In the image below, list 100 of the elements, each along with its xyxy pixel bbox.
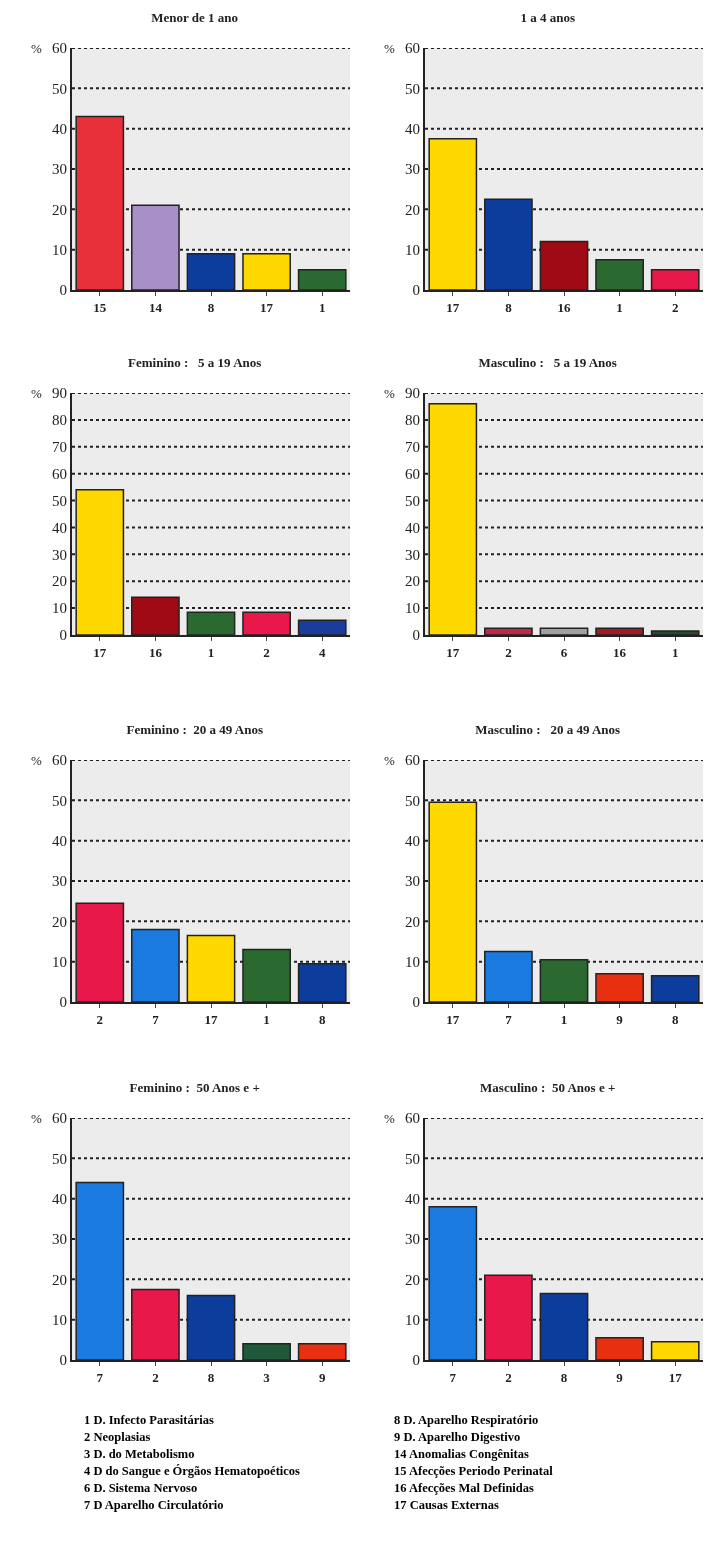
- y-tick-label: 0: [59, 1352, 67, 1369]
- x-tick-label: 8: [207, 299, 215, 315]
- x-tick-label: 17: [668, 1369, 683, 1385]
- y-tick-label: 0: [412, 282, 420, 299]
- y-tick-label: 40: [52, 120, 67, 137]
- x-tick-label: 1: [616, 299, 623, 315]
- x-tick-label: 8: [671, 1011, 679, 1027]
- chart-title: Feminino : 5 a 19 Anos: [128, 355, 262, 371]
- x-tick-label: 6: [560, 644, 568, 660]
- x-tick-label: 2: [505, 644, 512, 660]
- y-tick-label: 20: [405, 201, 420, 218]
- y-tick-label: 20: [52, 913, 67, 930]
- y-tick-label: 60: [52, 1110, 67, 1127]
- chart-title: Masculino : 50 Anos e +: [480, 1080, 616, 1096]
- y-tick-label: 50: [405, 80, 420, 97]
- y-axis-title: %: [31, 386, 42, 401]
- y-tick-label: 30: [52, 1231, 67, 1248]
- y-tick-label: 30: [52, 873, 67, 890]
- y-axis-title: %: [31, 753, 42, 768]
- y-tick-label: 60: [52, 752, 67, 769]
- y-tick-label: 30: [52, 546, 67, 563]
- x-tick-label: 9: [318, 1369, 326, 1385]
- y-tick-label: 40: [405, 120, 420, 137]
- text: 6 D. Sistema Nervoso: [84, 1480, 199, 1497]
- y-tick-label: 50: [52, 80, 67, 97]
- y-tick-label: 60: [52, 40, 67, 57]
- x-tick-label: 8: [505, 299, 513, 315]
- y-tick-label: 70: [52, 439, 67, 456]
- y-tick-label: 0: [59, 994, 67, 1011]
- y-tick-label: 0: [412, 627, 420, 644]
- y-tick-label: 10: [405, 1311, 420, 1328]
- y-tick-label: 90: [52, 385, 67, 402]
- x-tick-label: 2: [152, 1369, 159, 1385]
- x-tick-label: 17: [446, 1011, 460, 1027]
- y-tick-label: 40: [52, 832, 67, 849]
- text: 3 D. do Metabolismo: [84, 1446, 196, 1463]
- text: 4 D do Sangue e Órgãos Hematopoéticos: [84, 1463, 301, 1480]
- x-tick-label: 1: [560, 1011, 568, 1027]
- text: 9 D. Aparelho Digestivo: [394, 1429, 522, 1446]
- chart-title: Masculino : 5 a 19 Anos: [478, 355, 617, 371]
- x-tick-label: 8: [560, 1369, 568, 1385]
- x-tick-label: 4: [318, 644, 326, 660]
- y-tick-label: 40: [52, 1190, 67, 1207]
- y-tick-label: 60: [405, 465, 420, 482]
- x-tick-label: 16: [557, 299, 571, 315]
- text: 1 D. Infecto Parasitárias: [84, 1412, 215, 1429]
- y-tick-label: 10: [405, 953, 420, 970]
- y-tick-label: 20: [52, 573, 67, 590]
- x-tick-label: 2: [263, 644, 270, 660]
- y-tick-label: 80: [52, 412, 67, 429]
- y-tick-label: 60: [405, 40, 420, 57]
- y-tick-label: 30: [405, 546, 420, 563]
- text: 16 Afecções Mal Definidas: [394, 1480, 535, 1497]
- text: 8 D. Aparelho Respiratório: [394, 1412, 540, 1429]
- y-axis-title: %: [384, 386, 395, 401]
- y-tick-label: 20: [405, 1271, 420, 1288]
- y-tick-label: 70: [405, 439, 420, 456]
- x-tick-label: 7: [449, 1369, 457, 1385]
- x-tick-label: 17: [93, 644, 107, 660]
- x-tick-label: 3: [263, 1369, 271, 1385]
- y-tick-label: 40: [405, 519, 420, 536]
- y-tick-label: 0: [412, 1352, 420, 1369]
- x-tick-label: 17: [446, 644, 460, 660]
- y-axis-title: %: [384, 41, 395, 56]
- x-tick-label: 2: [505, 1369, 512, 1385]
- x-tick-label: 16: [613, 644, 627, 660]
- y-tick-label: 30: [405, 873, 420, 890]
- y-tick-label: 60: [405, 1110, 420, 1127]
- x-tick-label: 16: [148, 644, 163, 660]
- y-tick-label: 10: [52, 600, 67, 617]
- y-tick-label: 80: [405, 412, 420, 429]
- x-tick-label: 7: [505, 1011, 513, 1027]
- text: 7 D Aparelho Circulatório: [84, 1497, 225, 1514]
- y-axis-title: %: [31, 1111, 42, 1126]
- text: 17 Causas Externas: [394, 1497, 500, 1514]
- y-tick-label: 50: [52, 492, 67, 509]
- x-tick-label: 7: [96, 1369, 104, 1385]
- x-tick-label: 7: [152, 1011, 160, 1027]
- y-tick-label: 20: [405, 913, 420, 930]
- text: 14 Anomalias Congênitas: [394, 1446, 530, 1463]
- x-tick-label: 1: [263, 1011, 270, 1027]
- chart-title: Feminino : 50 Anos e +: [129, 1080, 260, 1096]
- text: 15 Afecções Periodo Perinatal: [394, 1463, 554, 1480]
- y-tick-label: 40: [52, 519, 67, 536]
- x-tick-label: 8: [318, 1011, 326, 1027]
- y-tick-label: 20: [405, 573, 420, 590]
- chart-title: Menor de 1 ano: [151, 10, 239, 26]
- chart-title: 1 a 4 anos: [520, 10, 575, 26]
- y-tick-label: 50: [52, 792, 67, 809]
- x-tick-label: 1: [207, 644, 215, 660]
- x-tick-label: 2: [671, 299, 679, 315]
- y-tick-label: 50: [405, 792, 420, 809]
- y-tick-label: 10: [52, 1311, 67, 1328]
- x-tick-label: 17: [204, 1011, 218, 1027]
- y-tick-label: 50: [52, 1150, 67, 1167]
- y-tick-label: 90: [405, 385, 420, 402]
- y-tick-label: 20: [52, 201, 67, 218]
- y-tick-label: 0: [412, 994, 420, 1011]
- x-tick-label: 2: [96, 1011, 104, 1027]
- chart-title: Masculino : 20 a 49 Anos: [475, 722, 621, 738]
